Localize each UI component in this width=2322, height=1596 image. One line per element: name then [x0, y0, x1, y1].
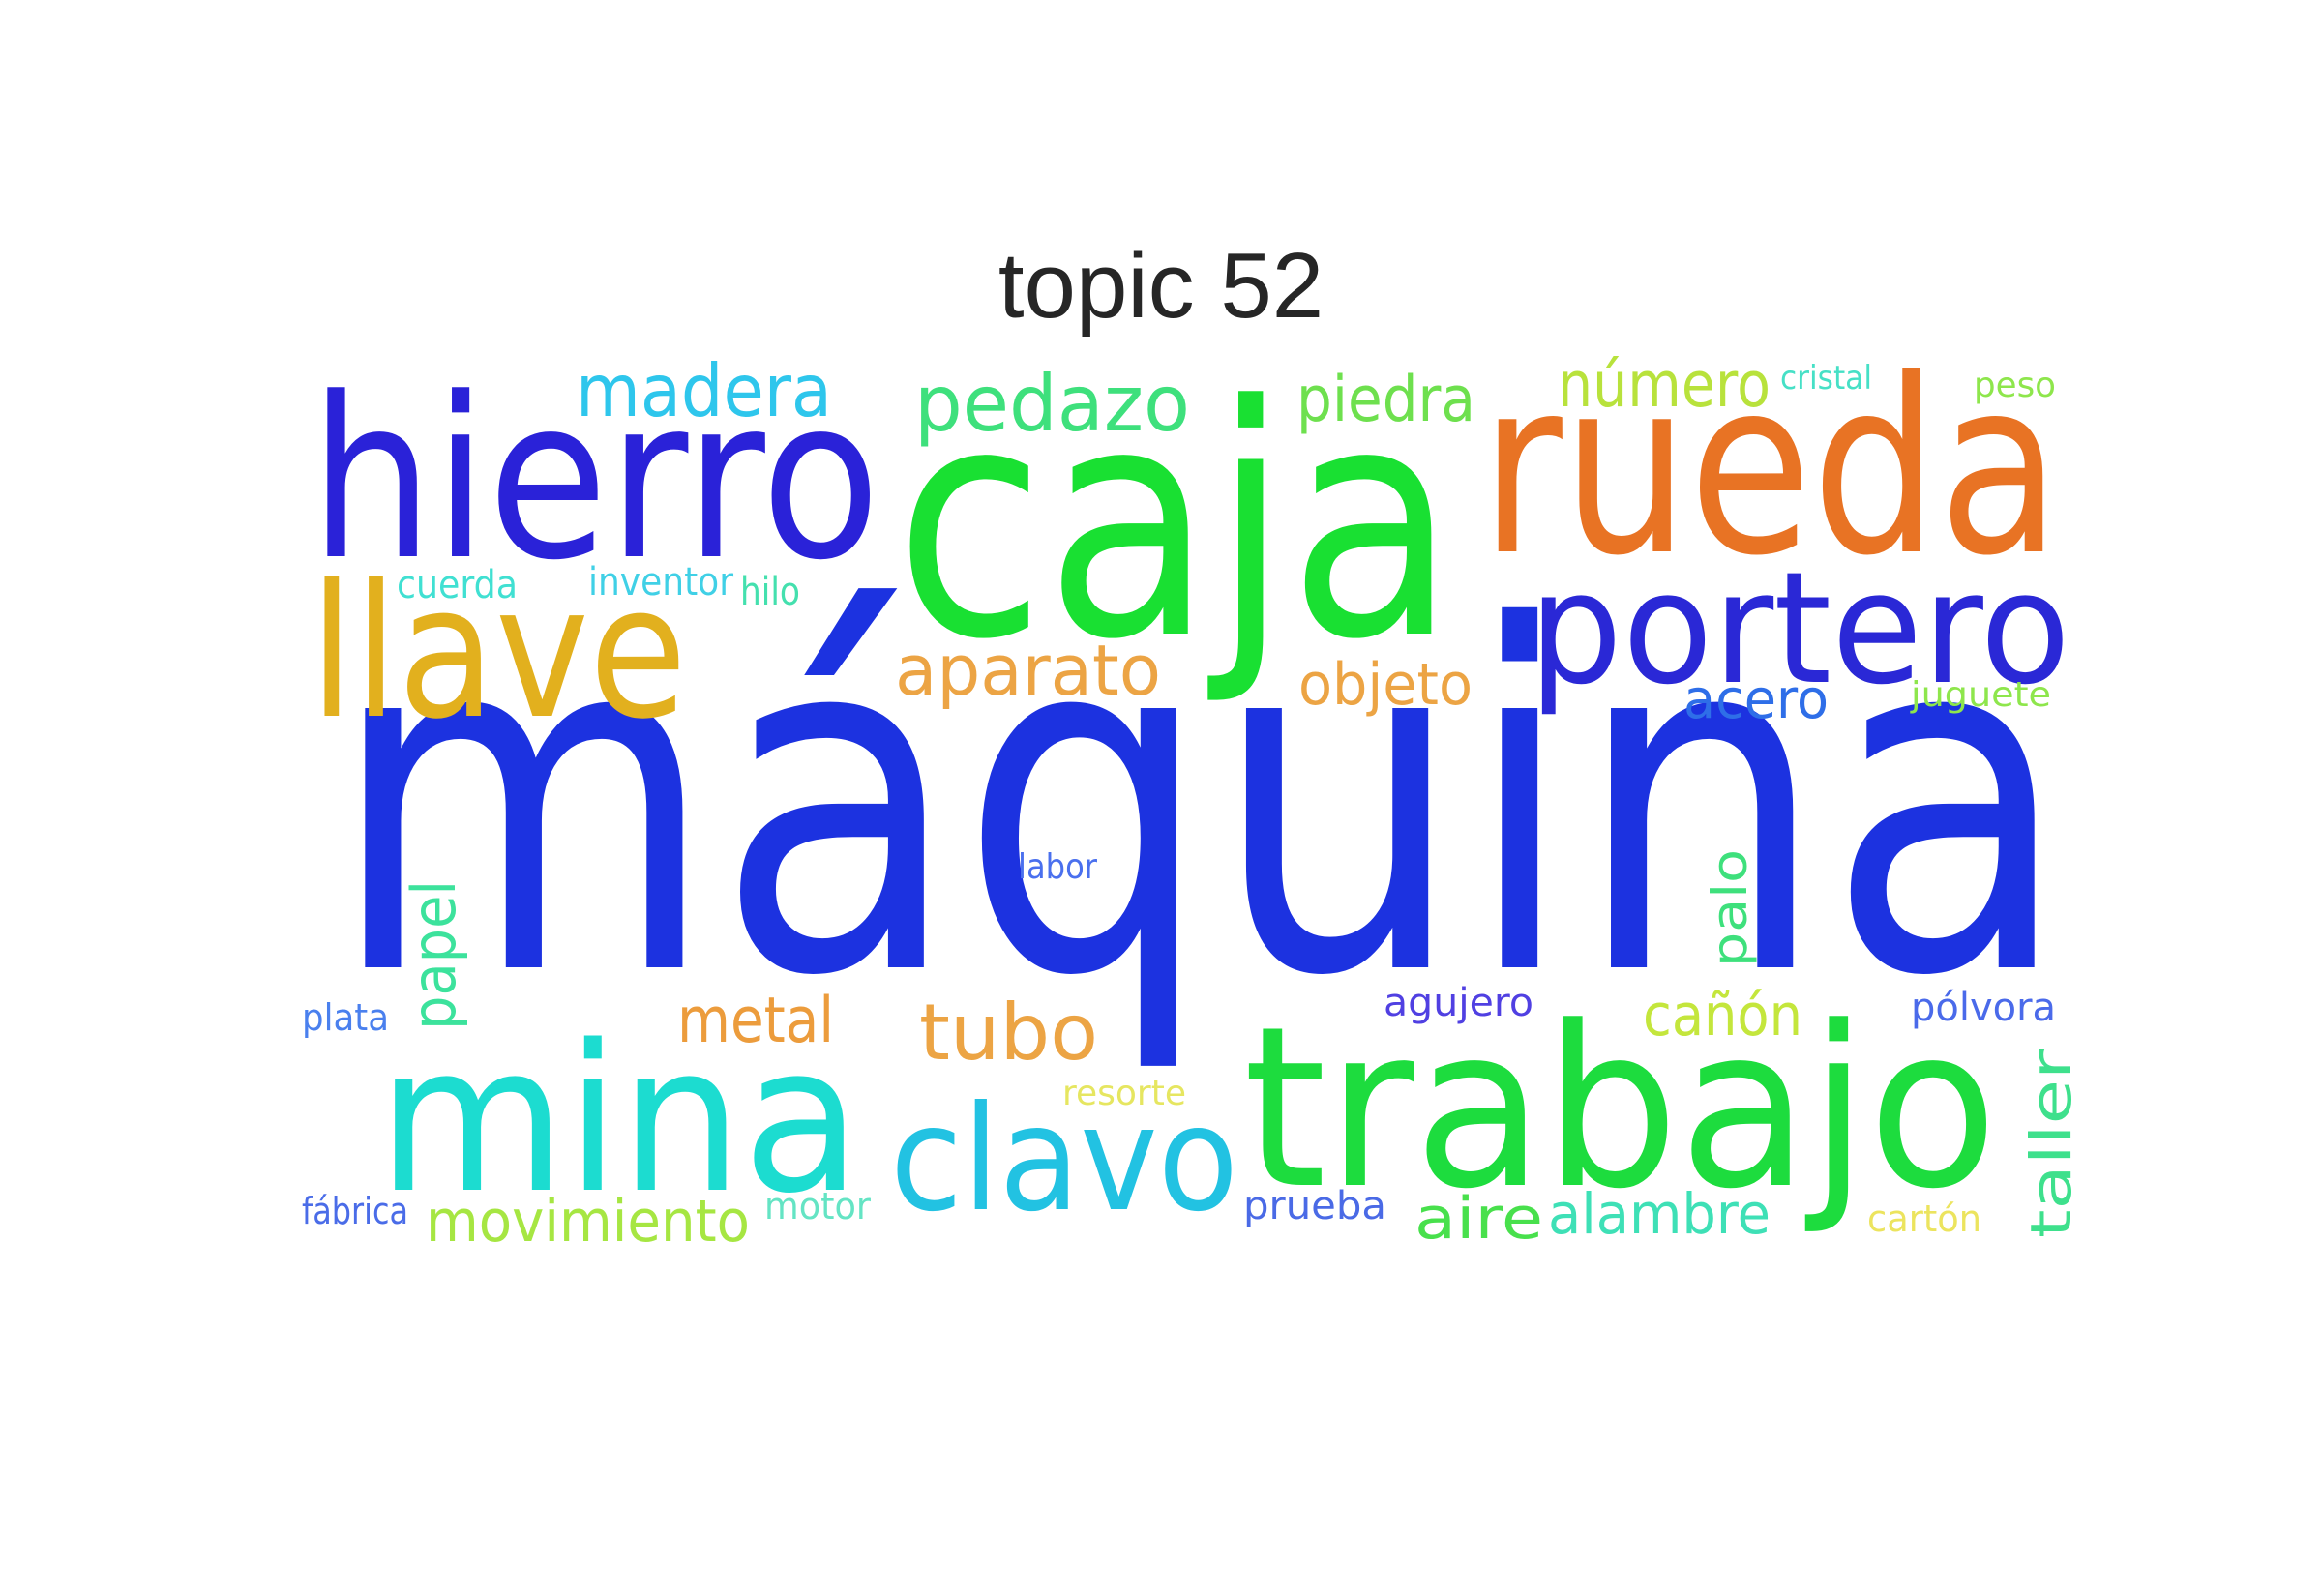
- word-13: número: [1558, 349, 1771, 422]
- word-40: cartón: [1867, 1197, 1981, 1240]
- word-31: juguete: [1910, 675, 2051, 715]
- word-15: objeto: [1298, 651, 1473, 719]
- word-12: piedra: [1296, 364, 1475, 436]
- word-22: taller: [2018, 1049, 2084, 1238]
- word-14: aparato: [895, 630, 1161, 711]
- chart-title: topic 52: [997, 234, 1325, 338]
- word-21: cañón: [1643, 982, 1802, 1049]
- word-10: madera: [576, 348, 832, 433]
- word-8: portero: [1529, 538, 2070, 719]
- word-9: clavo: [890, 1076, 1238, 1244]
- word-33: agujero: [1384, 981, 1533, 1025]
- word-3: rueda: [1480, 327, 2061, 608]
- word-19: papel: [399, 880, 469, 1030]
- word-16: acero: [1683, 668, 1829, 731]
- word-27: inventor: [588, 560, 733, 605]
- word-30: peso: [1974, 366, 2056, 405]
- word-7: mina: [377, 1001, 861, 1238]
- word-25: alambre: [1548, 1181, 1771, 1247]
- word-28: hilo: [740, 570, 800, 614]
- word-38: motor: [764, 1185, 871, 1227]
- word-6: llave: [310, 546, 687, 759]
- word-39: prueba: [1243, 1184, 1386, 1228]
- word-32: labor: [1018, 847, 1097, 887]
- word-18: metal: [677, 985, 834, 1057]
- word-36: resorte: [1062, 1074, 1186, 1113]
- word-5: trabajo: [1243, 980, 1998, 1238]
- word-11: pedazo: [914, 359, 1190, 449]
- word-34: pólvora: [1911, 986, 2056, 1030]
- word-2: caja: [895, 338, 1456, 709]
- word-17: tubo: [919, 988, 1098, 1078]
- word-24: aire: [1414, 1185, 1543, 1253]
- word-29: cristal: [1780, 359, 1872, 398]
- word-37: fábrica: [302, 1190, 408, 1232]
- word-4: hierro: [310, 351, 880, 609]
- word-20: palo: [1702, 849, 1758, 967]
- word-35: plata: [302, 996, 389, 1039]
- word-26: cuerda: [397, 563, 518, 607]
- word-1: máquina: [329, 527, 2070, 1079]
- word-23: movimiento: [426, 1188, 750, 1256]
